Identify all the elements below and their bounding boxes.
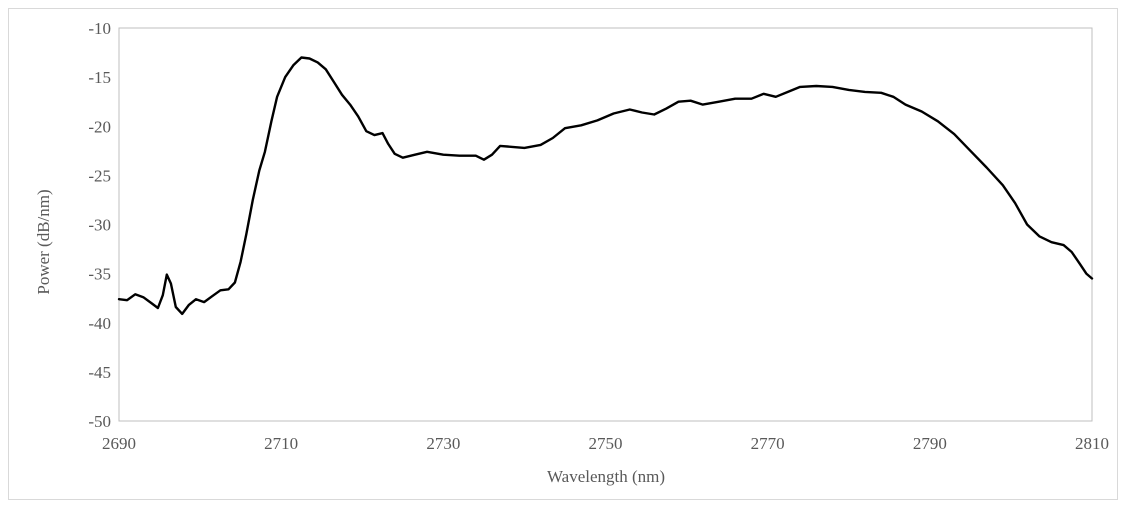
x-tick-label: 2730 bbox=[426, 434, 460, 453]
y-axis-title: Power (dB/nm) bbox=[34, 189, 53, 294]
y-tick-label: -10 bbox=[88, 19, 111, 38]
y-tick-label: -40 bbox=[88, 314, 111, 333]
x-tick-label: 2790 bbox=[913, 434, 947, 453]
y-tick-label: -50 bbox=[88, 412, 111, 431]
x-tick-label: 2810 bbox=[1075, 434, 1109, 453]
plot-area bbox=[118, 27, 1093, 422]
y-tick-label: -15 bbox=[88, 68, 111, 87]
x-tick-label: 2770 bbox=[751, 434, 785, 453]
x-axis-ticks: 2690 2710 2730 2750 2770 2790 2810 bbox=[102, 434, 1109, 453]
x-tick-label: 2710 bbox=[264, 434, 298, 453]
y-tick-label: -20 bbox=[88, 117, 111, 136]
x-axis-title: Wavelength (nm) bbox=[547, 467, 665, 486]
y-tick-label: -30 bbox=[88, 216, 111, 235]
plot-border bbox=[118, 27, 1093, 422]
y-tick-label: -25 bbox=[88, 166, 111, 185]
series-line-1 bbox=[117, 56, 1094, 316]
x-tick-label: 2750 bbox=[589, 434, 623, 453]
y-axis-ticks: -10 -15 -20 -25 -30 -35 -40 -45 -50 bbox=[88, 19, 111, 431]
y-tick-label: -45 bbox=[88, 363, 111, 382]
y-tick-label: -35 bbox=[88, 265, 111, 284]
series-layer bbox=[117, 56, 1094, 316]
chart-frame bbox=[8, 8, 1118, 500]
x-tick-label: 2690 bbox=[102, 434, 136, 453]
